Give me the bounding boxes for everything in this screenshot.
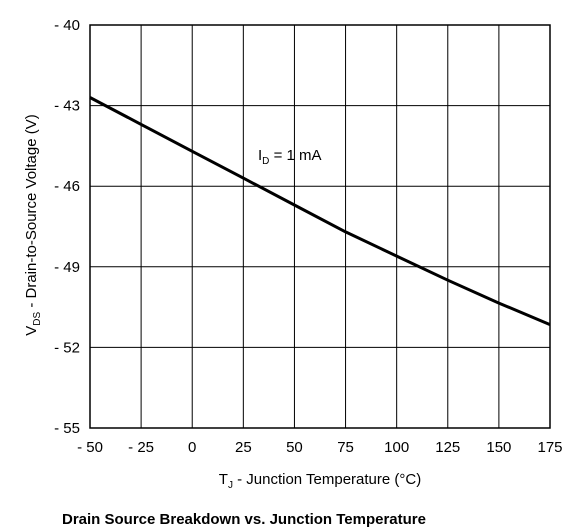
x-tick-label: 0 xyxy=(188,439,196,456)
x-tick-label: 125 xyxy=(435,439,460,456)
y-tick-label: - 46 xyxy=(54,178,80,195)
y-tick-label: - 55 xyxy=(54,420,80,437)
x-tick-label: 50 xyxy=(286,439,303,456)
y-tick-labels: - 40 - 43 - 46 - 49 - 52 - 55 xyxy=(54,17,80,437)
grid-lines xyxy=(89,24,551,429)
y-tick-label: - 49 xyxy=(54,259,80,276)
y-axis-label-main: V xyxy=(23,326,40,336)
x-tick-label: 175 xyxy=(537,439,562,456)
y-tick-label: - 43 xyxy=(54,98,80,115)
y-tick-label: - 40 xyxy=(54,17,80,34)
x-tick-label: 25 xyxy=(235,439,252,456)
x-tick-label: 150 xyxy=(486,439,511,456)
annotation-rest: = 1 mA xyxy=(269,147,321,164)
plot-frame xyxy=(89,24,551,429)
x-tick-label: - 25 xyxy=(128,439,154,456)
series-layer xyxy=(89,96,551,326)
x-tick-label: - 50 xyxy=(77,439,103,456)
x-tick-label: 100 xyxy=(384,439,409,456)
y-axis-label: VDS - Drain-to-Source Voltage (V) xyxy=(23,114,43,336)
annotation-sub: D xyxy=(262,156,269,167)
annotation-main: I xyxy=(258,147,262,164)
x-axis-label-main: T xyxy=(219,471,228,488)
x-axis-label: TJ - Junction Temperature (°C) xyxy=(219,471,421,491)
y-tick-label: - 52 xyxy=(54,339,80,356)
x-tick-labels: - 50 - 25 0 25 50 75 100 125 150 175 xyxy=(77,439,562,456)
current-annotation: ID = 1 mA xyxy=(258,147,322,167)
x-axis-label-sub: J xyxy=(228,480,233,491)
x-axis-label-rest: - Junction Temperature (°C) xyxy=(233,471,421,488)
y-axis-label-sub: DS xyxy=(32,312,43,326)
x-tick-label: 75 xyxy=(337,439,354,456)
series-line xyxy=(89,96,551,326)
y-axis-label-rest: - Drain-to-Source Voltage (V) xyxy=(23,114,40,312)
chart-title: Drain Source Breakdown vs. Junction Temp… xyxy=(62,511,426,528)
